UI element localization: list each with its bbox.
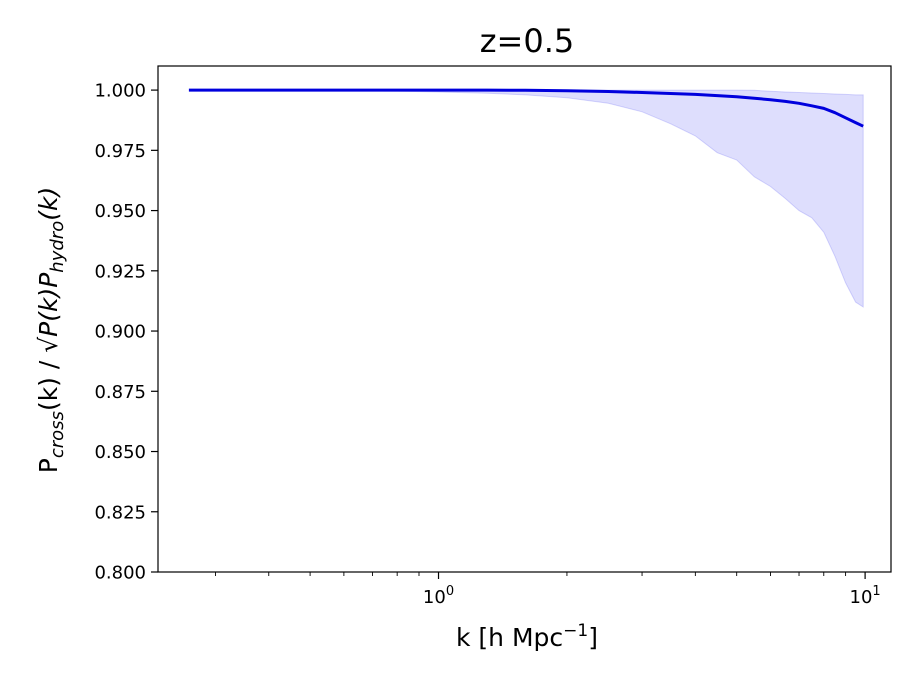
axes-frame [157, 65, 892, 573]
x-axis: 100 101 [215, 572, 881, 608]
uncertainty-band [188, 89, 864, 308]
y-tick-label: 0.950 [94, 201, 146, 222]
y-tick-label: 1.000 [94, 81, 146, 102]
x-tick-label: 101 [850, 584, 881, 608]
y-tick-label: 0.925 [94, 261, 146, 282]
x-tick-label: 100 [423, 584, 454, 608]
series-line [188, 88, 864, 128]
chart-title: z=0.5 [480, 22, 575, 60]
y-tick-label: 0.975 [94, 141, 146, 162]
x-axis-label: k [h Mpc−1] [456, 621, 598, 652]
y-tick-label: 0.875 [94, 382, 146, 403]
y-tick-label: 0.800 [94, 563, 146, 584]
y-axis-label: Pcross(k) / √P(k)Phydro(k) [34, 187, 68, 473]
y-tick-label: 0.900 [94, 322, 146, 343]
y-tick-label: 0.850 [94, 442, 146, 463]
plot-area [188, 88, 864, 308]
y-tick-label: 0.825 [94, 502, 146, 523]
y-axis: 0.800 0.825 0.850 0.875 0.900 0.925 0.950 0.975… [94, 81, 158, 584]
